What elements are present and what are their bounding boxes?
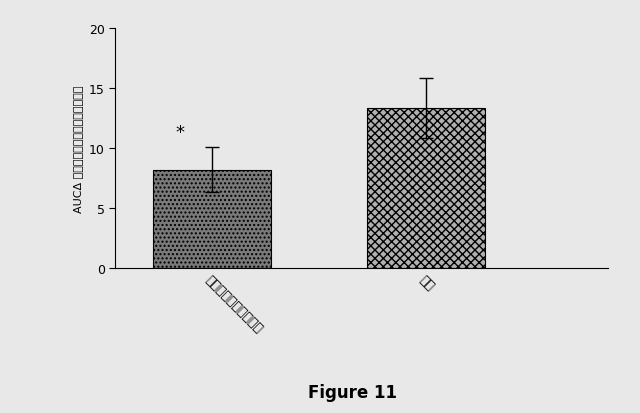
- Y-axis label: AUCΔ 臨床的スコア（スコア・日数）: AUCΔ 臨床的スコア（スコア・日数）: [74, 85, 83, 212]
- Text: Figure 11: Figure 11: [307, 383, 397, 401]
- Bar: [367, 109, 485, 268]
- Text: *: *: [175, 123, 184, 142]
- Bar: [153, 170, 271, 268]
